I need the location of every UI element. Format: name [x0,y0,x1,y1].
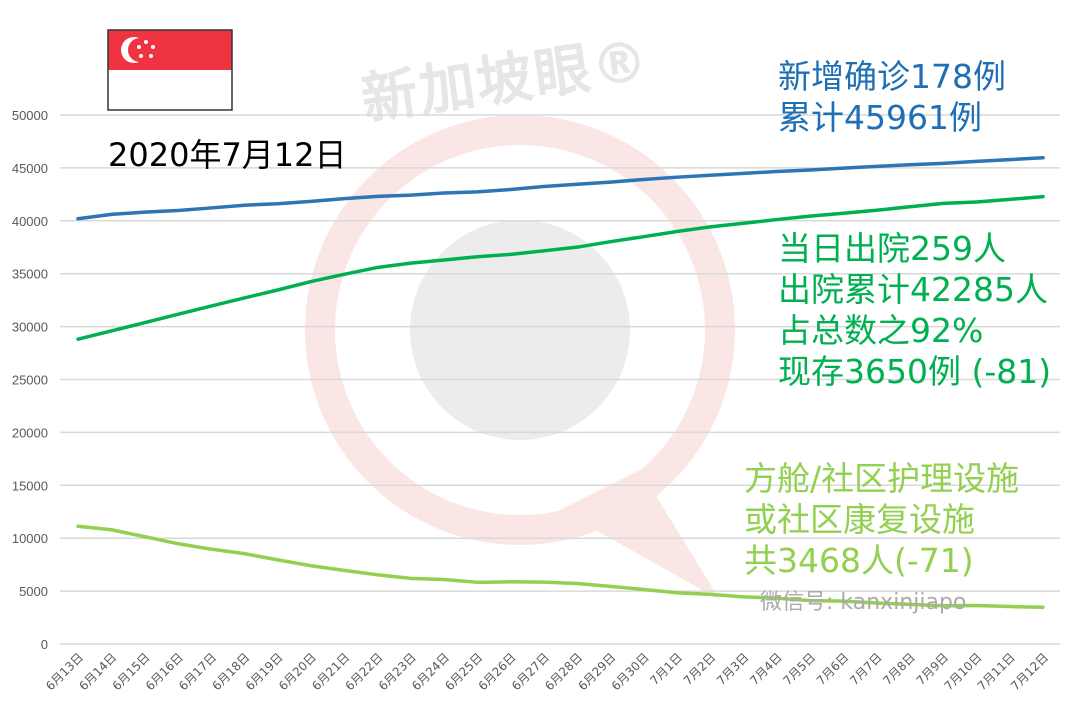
y-tick-label: 15000 [12,478,48,493]
wechat-watermark: 微信号: kanxinjiapo [760,590,967,615]
date-label: 2020年7月12日 [108,136,347,174]
new-cases-text: 新增确诊178例 [778,57,1006,96]
facilities-series-line [76,524,1045,610]
y-tick-label: 50000 [12,108,48,123]
facilities-line-2: 或社区康复设施 [744,500,975,539]
facilities-line-3: 共3468人(-71) [744,541,974,580]
facilities-line-1: 方舱/社区护理设施 [744,459,1020,498]
y-tick-label: 20000 [12,425,48,440]
y-tick-label: 5000 [19,584,48,599]
total-discharged-text: 出院累计42285人 [778,270,1048,309]
y-tick-label: 10000 [12,531,48,546]
y-tick-label: 30000 [12,320,48,335]
discharged-series-line [76,194,1045,341]
cases-series-line [76,155,1045,221]
y-tick-label: 0 [41,637,48,652]
active-cases-text: 现存3650例 (-81) [778,352,1052,391]
y-tick-label: 35000 [12,267,48,282]
y-tick-label: 40000 [12,214,48,229]
total-cases-text: 累计45961例 [778,98,982,137]
discharged-percent-text: 占总数之92% [778,311,984,350]
cases-annotation: 新增确诊178例 累计45961例 [778,56,1006,138]
y-tick-label: 25000 [12,373,48,388]
facilities-annotation: 方舱/社区护理设施 或社区康复设施 共3468人(-71) [744,458,1019,581]
discharged-annotation: 当日出院259人 出院累计42285人 占总数之92% 现存3650例 (-81… [778,228,1051,392]
y-tick-label: 45000 [12,161,48,176]
daily-discharged-text: 当日出院259人 [778,229,1006,268]
